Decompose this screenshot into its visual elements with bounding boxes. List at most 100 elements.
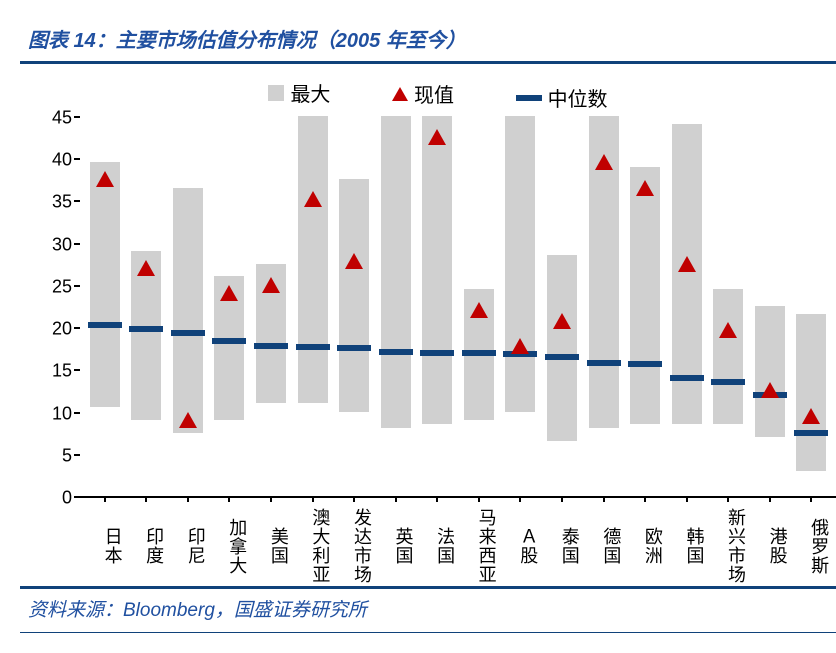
x-tick-mark: [727, 496, 729, 502]
x-tick-label: 英国: [375, 506, 417, 586]
median-marker: [254, 343, 288, 349]
current-marker: [428, 129, 446, 145]
bar-slot: [791, 118, 833, 496]
current-marker: [511, 338, 529, 354]
bar-slot: [167, 118, 209, 496]
chart-source: 资料来源：Bloomberg，国盛证券研究所: [20, 589, 836, 626]
y-tick-label: 0: [62, 488, 72, 509]
x-tick-mark: [145, 496, 147, 502]
legend-max: 最大: [268, 78, 330, 107]
bar-slot: [333, 118, 375, 496]
x-tick-mark: [187, 496, 189, 502]
bar-slot: [84, 118, 126, 496]
x-tick-label: 港股: [749, 506, 791, 586]
bar-slot: [375, 118, 417, 496]
x-tick-label: 印度: [126, 506, 168, 586]
range-bar: [339, 179, 369, 411]
y-tick-label: 40: [52, 150, 72, 171]
legend-median: 中位数: [516, 83, 608, 112]
median-marker: [545, 354, 579, 360]
x-tick-label: 俄罗斯: [791, 506, 833, 586]
y-tick-label: 20: [52, 319, 72, 340]
x-tick-mark: [395, 496, 397, 502]
x-tick-mark: [312, 496, 314, 502]
bar-slot: [666, 118, 708, 496]
current-marker: [719, 322, 737, 338]
x-tick-label: 德国: [583, 506, 625, 586]
current-marker: [179, 412, 197, 428]
y-tick-label: 15: [52, 361, 72, 382]
range-bar: [173, 188, 203, 433]
range-bar: [381, 116, 411, 428]
range-bar: [90, 162, 120, 407]
x-tick-mark: [353, 496, 355, 502]
current-marker: [137, 260, 155, 276]
bar-slot: [749, 118, 791, 496]
range-bar: [131, 251, 161, 420]
range-bar: [630, 167, 660, 425]
bar-slot: [417, 118, 459, 496]
current-marker: [220, 285, 238, 301]
median-marker: [711, 379, 745, 385]
x-tick-mark: [810, 496, 812, 502]
legend-current-swatch: [392, 87, 408, 101]
y-tick-label: 10: [52, 403, 72, 424]
legend-current-label: 现值: [414, 79, 454, 108]
x-tick-label: 印尼: [167, 506, 209, 586]
current-marker: [678, 256, 696, 272]
legend-max-label: 最大: [290, 78, 330, 107]
legend-max-swatch: [268, 85, 284, 101]
median-marker: [337, 345, 371, 351]
median-marker: [296, 344, 330, 350]
y-tick-label: 35: [52, 192, 72, 213]
x-tick-label: 日本: [84, 506, 126, 586]
range-bar: [298, 116, 328, 403]
bar-slot: [624, 118, 666, 496]
median-marker: [670, 375, 704, 381]
bars-container: [80, 118, 836, 496]
y-axis: 051015202530354045: [20, 118, 80, 498]
bar-slot: [126, 118, 168, 496]
range-bar: [755, 306, 785, 437]
range-bar: [713, 289, 743, 424]
bar-slot: [541, 118, 583, 496]
current-marker: [262, 277, 280, 293]
bar-slot: [707, 118, 749, 496]
bar-slot: [500, 118, 542, 496]
x-tick-label: 澳大利亚: [292, 506, 334, 586]
x-tick-mark: [603, 496, 605, 502]
x-tick-mark: [270, 496, 272, 502]
range-bar: [547, 255, 577, 441]
x-tick-label: Ａ股: [500, 506, 542, 586]
bar-slot: [292, 118, 334, 496]
range-bar: [796, 314, 826, 470]
median-marker: [212, 338, 246, 344]
legend-current: 现值: [392, 79, 454, 108]
current-marker: [553, 313, 571, 329]
plot: [80, 118, 836, 498]
median-marker: [88, 322, 122, 328]
y-tick-label: 30: [52, 234, 72, 255]
current-marker: [595, 154, 613, 170]
x-tick-label: 马来西亚: [458, 506, 500, 586]
x-tick-label: 新兴市场: [707, 506, 749, 586]
current-marker: [761, 382, 779, 398]
legend-median-swatch: [516, 95, 542, 101]
median-marker: [587, 360, 621, 366]
x-tick-mark: [769, 496, 771, 502]
current-marker: [470, 302, 488, 318]
x-tick-mark: [228, 496, 230, 502]
current-marker: [345, 253, 363, 269]
x-tick-label: 法国: [417, 506, 459, 586]
x-tick-mark: [478, 496, 480, 502]
median-marker: [420, 350, 454, 356]
median-marker: [794, 430, 828, 436]
bottom-rule-thin: [20, 632, 836, 633]
bar-slot: [583, 118, 625, 496]
range-bar: [422, 116, 452, 424]
current-marker: [802, 408, 820, 424]
current-marker: [304, 191, 322, 207]
x-tick-mark: [519, 496, 521, 502]
current-marker: [96, 171, 114, 187]
chart-figure: 图表 14：主要市场估值分布情况（2005 年至今） 最大 现值 中位数 051…: [20, 20, 836, 633]
